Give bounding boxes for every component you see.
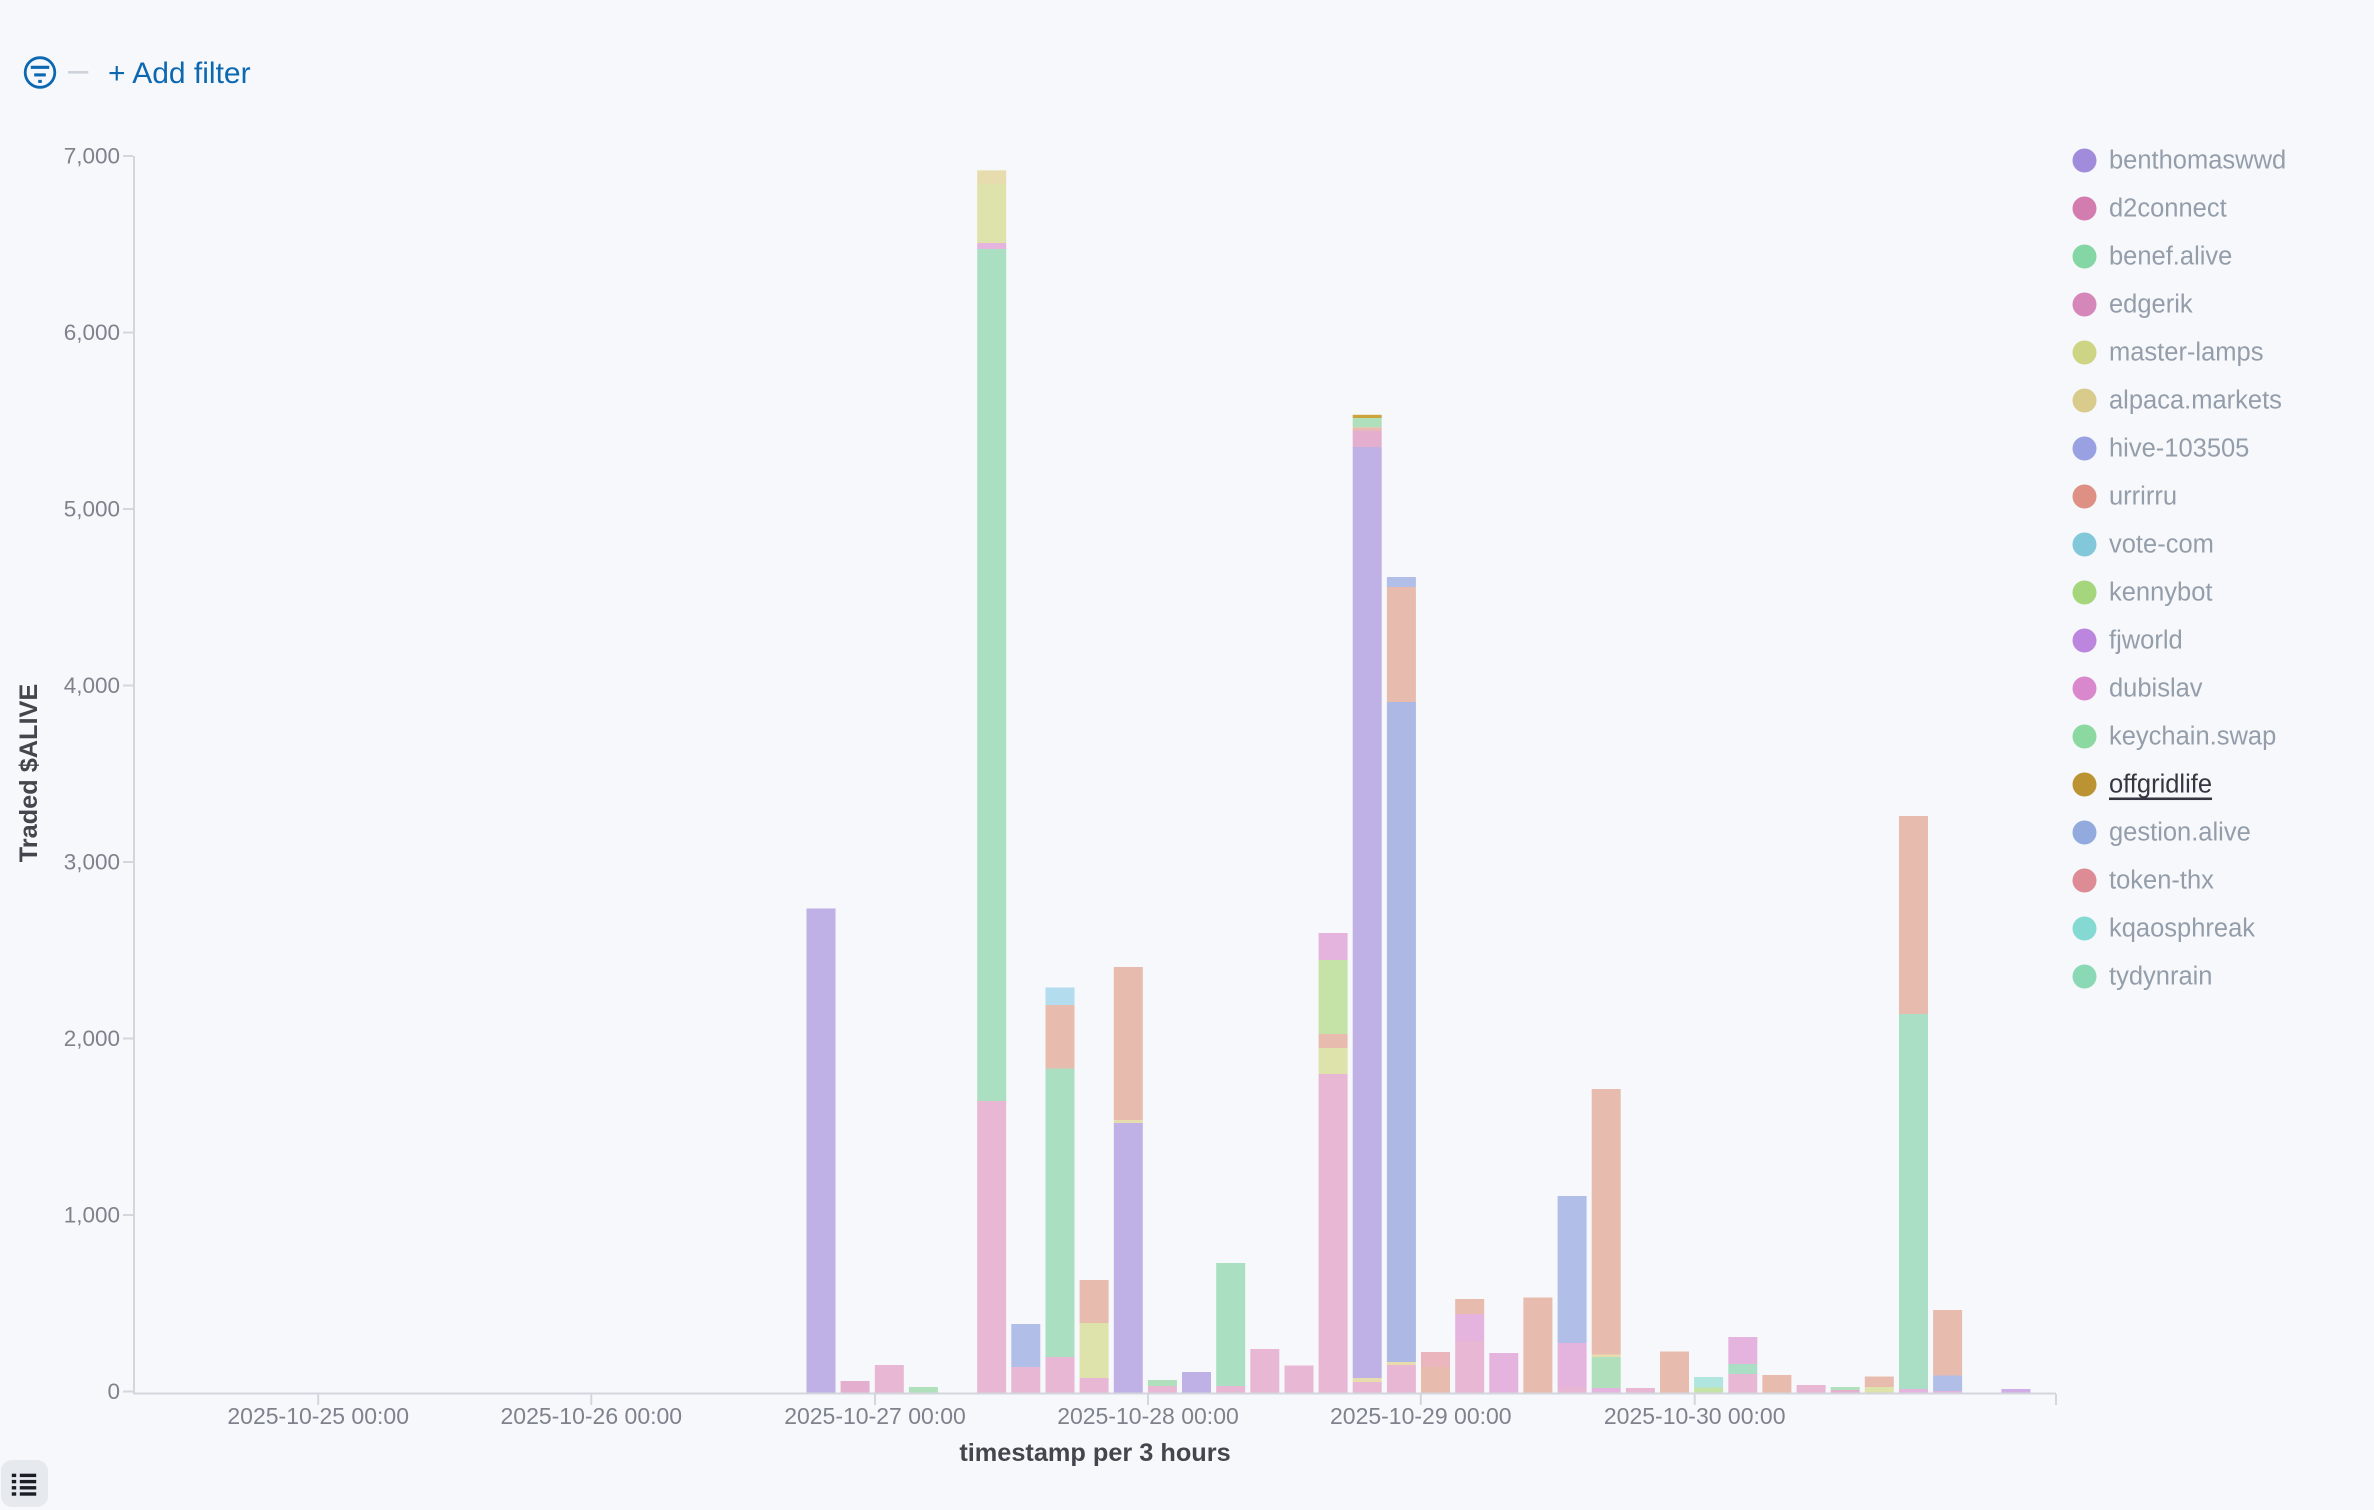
svg-text:0: 0 [107, 1379, 120, 1404]
svg-text:5,000: 5,000 [64, 497, 120, 522]
svg-text:gestion.alive: gestion.alive [2109, 819, 2251, 847]
svg-text:alpaca.markets: alpaca.markets [2109, 387, 2282, 415]
svg-text:offgridlife: offgridlife [2109, 771, 2212, 799]
svg-text:urrirru: urrirru [2109, 483, 2177, 511]
svg-text:edgerik: edgerik [2109, 291, 2193, 319]
svg-text:2025-10-26 00:00: 2025-10-26 00:00 [500, 1403, 682, 1429]
svg-text:7,000: 7,000 [64, 144, 120, 169]
svg-text:2025-10-30 00:00: 2025-10-30 00:00 [1604, 1403, 1786, 1429]
svg-text:timestamp per 3 hours: timestamp per 3 hours [959, 1439, 1230, 1467]
svg-text:6,000: 6,000 [64, 320, 120, 345]
svg-text:token-thx: token-thx [2109, 867, 2214, 895]
svg-text:vote-com: vote-com [2109, 531, 2214, 559]
svg-text:benthomaswwd: benthomaswwd [2109, 147, 2286, 175]
svg-text:fjworld: fjworld [2109, 627, 2183, 655]
svg-text:2025-10-29 00:00: 2025-10-29 00:00 [1330, 1403, 1512, 1429]
svg-text:3,000: 3,000 [64, 850, 120, 875]
svg-text:kqaosphreak: kqaosphreak [2109, 915, 2255, 943]
svg-text:kennybot: kennybot [2109, 579, 2213, 607]
svg-text:2025-10-25 00:00: 2025-10-25 00:00 [227, 1403, 409, 1429]
svg-text:dubislav: dubislav [2109, 675, 2203, 703]
svg-text:1,000: 1,000 [64, 1203, 120, 1228]
svg-text:benef.alive: benef.alive [2109, 243, 2232, 271]
svg-text:2025-10-28 00:00: 2025-10-28 00:00 [1057, 1403, 1239, 1429]
svg-text:Traded $ALIVE: Traded $ALIVE [15, 684, 43, 863]
svg-text:+ Add filter: + Add filter [108, 57, 251, 90]
svg-text:2,000: 2,000 [64, 1026, 120, 1051]
svg-text:master-lamps: master-lamps [2109, 339, 2263, 367]
svg-text:4,000: 4,000 [64, 673, 120, 698]
svg-text:keychain.swap: keychain.swap [2109, 723, 2276, 751]
svg-text:2025-10-27 00:00: 2025-10-27 00:00 [784, 1403, 966, 1429]
svg-text:tydynrain: tydynrain [2109, 963, 2212, 991]
svg-text:d2connect: d2connect [2109, 195, 2227, 223]
svg-text:hive-103505: hive-103505 [2109, 435, 2249, 463]
